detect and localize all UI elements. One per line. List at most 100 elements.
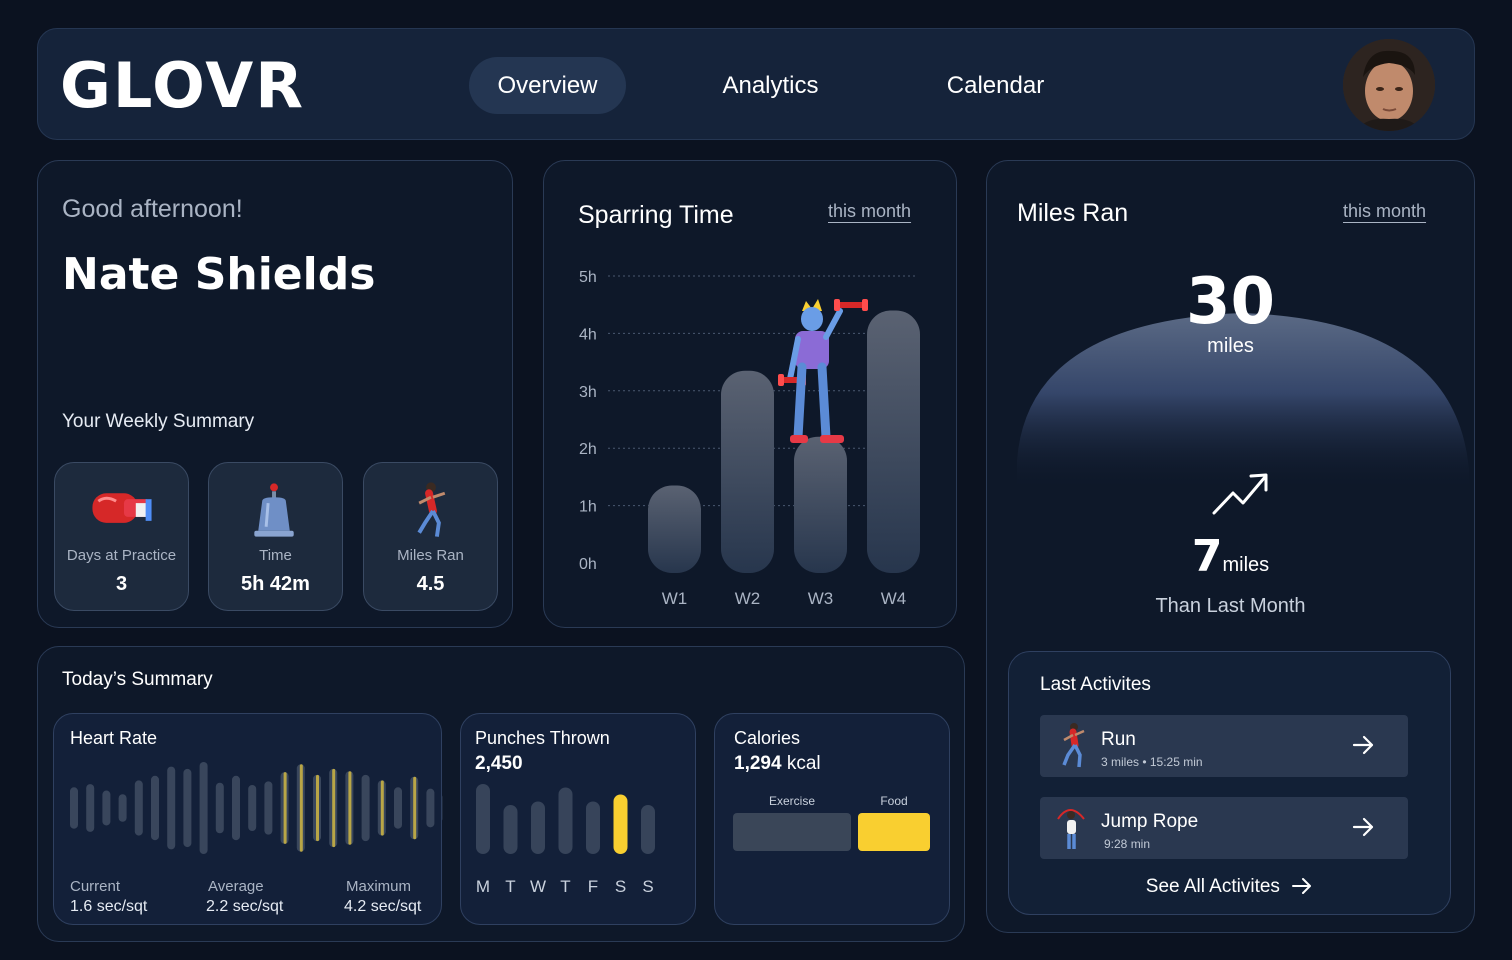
day-label: T — [505, 877, 515, 896]
todays-summary-panel: Today’s Summary Heart Rate Current 1.6 s… — [37, 646, 965, 942]
wave-bar — [70, 787, 78, 829]
stat-time[interactable]: Time 5h 42m — [208, 462, 343, 611]
stat-value: 5h 42m — [241, 573, 310, 595]
stat-value: 3 — [115, 573, 128, 595]
wave-highlight — [299, 764, 303, 852]
wave-bar — [394, 787, 402, 829]
punches-title: Punches Thrown — [475, 728, 610, 748]
stat-miles-ran[interactable]: Miles Ran 4.5 — [363, 462, 498, 611]
sparring-time-panel: Sparring Time this month 5h 4h 3h 2h 1h 0h W1… — [543, 160, 957, 628]
miles-dome-graphic — [1017, 313, 1469, 491]
x-tick-label: W3 — [808, 589, 834, 608]
hr-average-label: Average — [208, 878, 264, 895]
wave-bar — [102, 790, 111, 826]
miles-unit: miles — [1207, 335, 1254, 357]
avatar[interactable] — [1343, 39, 1435, 131]
avatar-image — [1343, 39, 1435, 131]
weekly-summary-title: Your Weekly Summary — [62, 411, 255, 432]
day-label: S — [642, 877, 653, 896]
x-tick-label: W1 — [662, 589, 688, 608]
bar-w1[interactable] — [648, 485, 701, 573]
activity-meta: 9:28 min — [1104, 837, 1151, 851]
stat-label: Days at Practice — [66, 547, 177, 564]
wave-bar — [118, 794, 127, 822]
day-label: F — [588, 877, 598, 896]
wave-highlight — [283, 772, 287, 844]
y-tick-label: 4h — [579, 326, 597, 343]
welcome-panel: Good afternoon! Nate Shields Your Weekly… — [37, 160, 513, 628]
sparring-chart: 5h 4h 3h 2h 1h 0h W1 W2 W3 W4 — [579, 269, 920, 608]
activity-row-run[interactable]: Run 3 miles • 15:25 min — [1040, 715, 1408, 777]
wave-bar — [248, 785, 257, 831]
miles-delta-value: 7 — [1191, 531, 1223, 582]
wave-bar — [426, 788, 435, 828]
punch-bar-6[interactable] — [641, 805, 655, 854]
punch-bar-1[interactable] — [503, 805, 518, 854]
punches-value: 2,450 — [475, 753, 523, 774]
jump-rope-icon — [1057, 809, 1085, 849]
exercise-label: Exercise — [768, 794, 815, 808]
bar-w2[interactable] — [721, 370, 774, 573]
wave-bar — [86, 784, 95, 832]
trend-up-icon — [1212, 473, 1268, 515]
punch-bar-2[interactable] — [531, 801, 545, 855]
punch-bar-3[interactable] — [558, 787, 573, 855]
wave-highlight — [413, 776, 417, 840]
food-label: Food — [880, 794, 908, 808]
arrow-right-icon[interactable] — [1352, 816, 1374, 838]
wave-bar — [215, 782, 224, 834]
see-all-label: See All Activites — [1145, 876, 1280, 897]
activity-name: Run — [1101, 729, 1136, 750]
tab-analytics[interactable]: Analytics — [722, 72, 819, 99]
hr-maximum-label: Maximum — [346, 878, 412, 895]
activity-row-jump-rope[interactable]: Jump Rope 9:28 min — [1040, 797, 1408, 859]
heart-rate-card[interactable]: Heart Rate Current 1.6 sec/sqt Average 2… — [53, 713, 443, 925]
bar-w3[interactable] — [794, 436, 847, 573]
stat-value: 4.5 — [416, 573, 445, 595]
miles-delta-unit: miles — [1222, 554, 1270, 576]
app-logo[interactable]: GLOVR — [60, 49, 305, 122]
wave-bar — [183, 768, 192, 848]
lifting-character-illustration — [778, 299, 868, 443]
wave-highlight — [348, 771, 352, 845]
see-all-activities-link[interactable]: See All Activites — [1009, 876, 1450, 898]
heart-rate-waveform — [70, 762, 443, 854]
user-name: Nate Shields — [62, 249, 376, 300]
wave-highlight — [332, 768, 336, 848]
punch-bar-0[interactable] — [476, 784, 490, 854]
calories-unit: kcal — [786, 753, 821, 774]
day-label: T — [560, 877, 570, 896]
calories-card[interactable]: Calories 1,294 kcal Exercise Food — [714, 713, 950, 925]
bar-w4[interactable] — [867, 310, 920, 573]
punch-bar-5[interactable] — [613, 794, 628, 855]
sparring-period-link[interactable]: this month — [828, 201, 912, 221]
y-tick-label: 0h — [579, 556, 597, 573]
day-label: M — [476, 877, 490, 896]
hr-current-label: Current — [70, 878, 121, 895]
stat-label: Miles Ran — [397, 547, 464, 564]
tab-calendar[interactable]: Calendar — [946, 72, 1045, 99]
wave-highlight — [316, 774, 319, 842]
top-nav: GLOVR Overview Analytics Calendar — [37, 28, 1475, 140]
arrow-right-icon[interactable] — [1352, 734, 1374, 756]
tab-overview[interactable]: Overview — [469, 57, 626, 114]
stat-days-at-practice[interactable]: Days at Practice 3 — [54, 462, 189, 611]
y-tick-label: 5h — [579, 269, 597, 286]
y-tick-label: 3h — [579, 384, 597, 401]
miles-period-link[interactable]: this month — [1343, 201, 1427, 221]
runner-icon — [417, 482, 446, 537]
wave-bar — [264, 781, 273, 835]
runner-icon — [1062, 723, 1085, 768]
greeting-text: Good afternoon! — [62, 195, 243, 223]
punch-bar-4[interactable] — [586, 801, 600, 855]
x-tick-label: W4 — [881, 589, 907, 608]
calories-title: Calories — [734, 728, 801, 748]
sparring-title: Sparring Time — [578, 201, 734, 229]
y-tick-label: 1h — [579, 499, 597, 516]
arrow-right-icon — [1292, 878, 1312, 894]
wave-highlight — [380, 780, 384, 836]
miles-delta-caption: Than Last Month — [1155, 595, 1306, 617]
boxing-glove-icon — [92, 493, 152, 523]
